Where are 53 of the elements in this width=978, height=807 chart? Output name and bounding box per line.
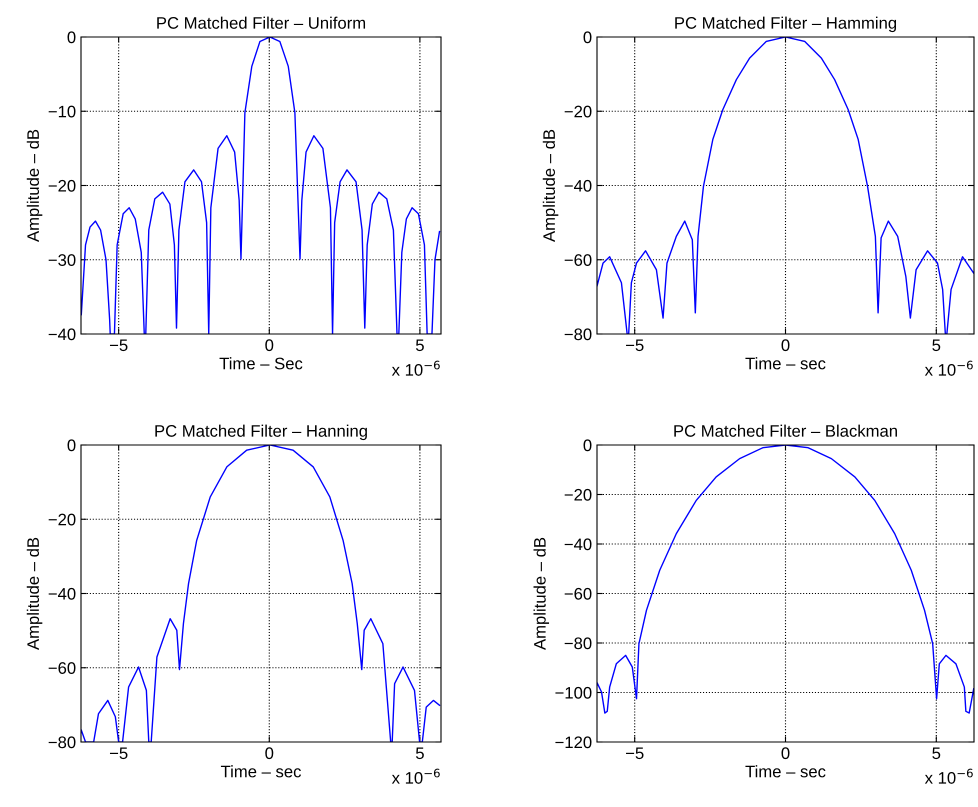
y-tick-label: −60 bbox=[564, 254, 592, 266]
y-axis-title: Amplitude – dB bbox=[26, 130, 42, 242]
x-tick-label: 5 bbox=[932, 339, 940, 352]
x-tick-label: 5 bbox=[932, 747, 940, 760]
y-tick-label: 0 bbox=[584, 439, 592, 452]
x-tick-label: −5 bbox=[110, 339, 128, 352]
line-series bbox=[81, 37, 440, 334]
x-tick-label: −5 bbox=[626, 747, 644, 760]
text: x 10$^{−6}$ bbox=[924, 360, 973, 376]
y-axis-title: Amplitude – dB bbox=[534, 538, 550, 650]
y-tick-label: −80 bbox=[564, 328, 592, 340]
y-tick-label: −100 bbox=[555, 686, 592, 699]
x-tick-label: 0 bbox=[782, 747, 790, 760]
y-tick-label: 0 bbox=[68, 31, 76, 44]
y-tick-label: −80 bbox=[564, 637, 592, 650]
x-tick-label: 0 bbox=[265, 339, 274, 352]
line-series bbox=[597, 37, 974, 334]
y-tick-label: −20 bbox=[48, 180, 76, 192]
y-tick-label: −60 bbox=[48, 662, 76, 674]
x-tick-label: −5 bbox=[626, 339, 644, 352]
y-tick-label: −40 bbox=[48, 588, 76, 600]
y-tick-label: −20 bbox=[564, 106, 592, 118]
y-tick-label: −20 bbox=[48, 514, 76, 526]
y-axis-title: Amplitude – dB bbox=[26, 538, 42, 650]
x-tick-label: 0 bbox=[782, 339, 790, 352]
x-tick-label: 5 bbox=[416, 747, 424, 760]
y-tick-label: −20 bbox=[564, 488, 592, 501]
x-axis-title: Time – Sec bbox=[220, 357, 302, 370]
chart-title: PC Matched Filter – Hamming bbox=[675, 16, 896, 32]
x-axis-title: Time – sec bbox=[220, 765, 301, 778]
y-tick-label: −120 bbox=[555, 736, 592, 748]
y-tick-label: −80 bbox=[48, 736, 76, 748]
chart-title: PC Matched Filter – Hanning bbox=[155, 424, 367, 440]
line-series bbox=[81, 445, 440, 742]
y-tick-label: 0 bbox=[68, 439, 76, 452]
x-tick-label: −5 bbox=[110, 747, 128, 760]
x-axis-title: Time – sec bbox=[745, 357, 826, 370]
x-tick-label: 0 bbox=[265, 747, 274, 760]
text: x 10$^{−6}$ bbox=[392, 360, 440, 376]
y-tick-label: −40 bbox=[564, 538, 592, 550]
x-tick-label: 5 bbox=[416, 339, 424, 352]
text: x 10$^{−6}$ bbox=[392, 768, 440, 784]
y-tick-label: −60 bbox=[564, 588, 592, 600]
y-tick-label: −40 bbox=[48, 328, 76, 340]
y-axis-title: Amplitude – dB bbox=[542, 130, 558, 242]
y-tick-label: −10 bbox=[48, 106, 76, 118]
chart-title: PC Matched Filter – Blackman bbox=[674, 424, 897, 437]
text: x 10$^{−6}$ bbox=[924, 768, 973, 784]
chart-title: PC Matched Filter – Uniform bbox=[157, 16, 366, 29]
x-axis-title: Time – sec bbox=[745, 765, 826, 778]
y-tick-label: −30 bbox=[48, 254, 76, 266]
y-tick-label: −40 bbox=[564, 180, 592, 192]
y-tick-label: 0 bbox=[584, 31, 592, 44]
